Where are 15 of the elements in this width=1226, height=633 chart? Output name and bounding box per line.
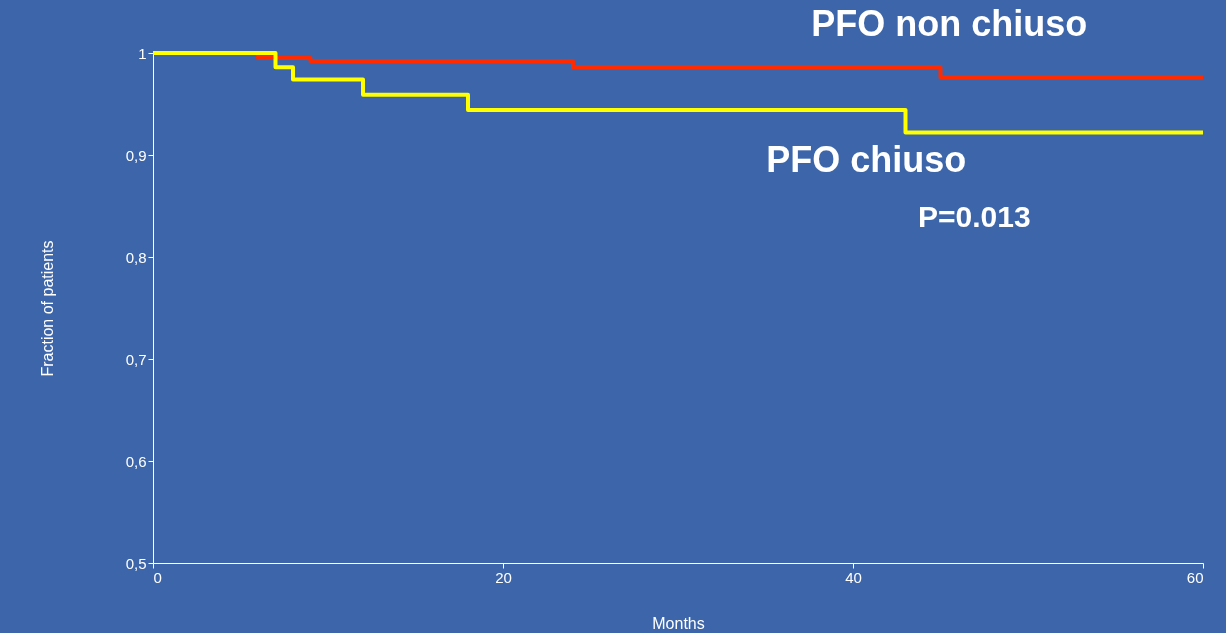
annotation: P=0.013 bbox=[918, 200, 1031, 233]
x-tick-label: 0 bbox=[153, 568, 162, 586]
y-tick-label: 1 bbox=[138, 44, 147, 62]
y-tick-label: 0,8 bbox=[125, 248, 147, 266]
y-axis-title: Fraction of patients bbox=[38, 240, 56, 377]
y-tick-label: 0,5 bbox=[125, 554, 147, 572]
x-tick-label: 20 bbox=[495, 568, 512, 586]
x-axis-title: Months bbox=[652, 614, 705, 632]
x-tick-label: 60 bbox=[1186, 568, 1204, 586]
series-label: PFO non chiuso bbox=[811, 3, 1088, 44]
series-label: PFO chiuso bbox=[766, 139, 967, 181]
x-tick-label: 40 bbox=[845, 568, 862, 586]
y-tick-label: 0,9 bbox=[125, 146, 147, 164]
y-tick-label: 0,7 bbox=[125, 350, 147, 368]
y-tick-label: 0,6 bbox=[125, 452, 147, 470]
